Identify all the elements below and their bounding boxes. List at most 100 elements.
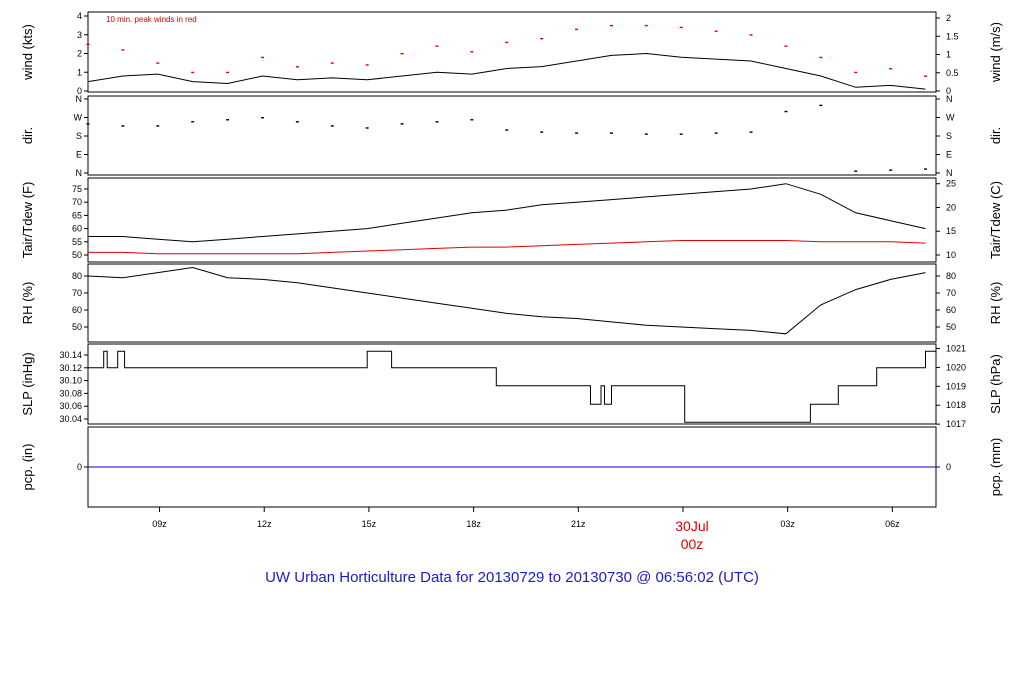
rh-ytick-right-label: 70 [946,288,956,298]
x-tick-label: 18z [466,519,481,529]
wind-point [609,24,613,27]
dir-point [191,121,195,123]
dir-point [435,121,439,123]
pcp-ylabel-right: pcp. (mm) [988,438,1003,497]
wind-annotation: 10 min. peak winds in red [106,15,197,24]
wind-point [644,24,648,27]
dir-point [505,129,509,131]
dir-ytick-right-label: N [946,168,953,178]
temp-ylabel-right: Tair/Tdew (C) [988,181,1003,259]
slp-ytick-right-label: 1018 [946,400,966,410]
temp-ytick-label: 65 [72,210,82,220]
slp-frame [87,343,937,425]
slp-panel: 30.04 30.06 30.08 30.10 30.12 30.14 1017 1018 10… [20,343,1003,429]
slp-ytick-right-label: 1021 [946,344,966,354]
rh-panel: 50 60 70 80 50 60 70 80 RH (%) RH (%) [20,263,1003,343]
wind-point [400,53,404,55]
dir-ytick-right-label: N [946,94,953,104]
slp-ytick-right-label: 1017 [946,419,966,429]
rh-ylabel: RH (%) [20,282,35,325]
wind-point [330,62,334,64]
x-tick-label: 15z [362,519,377,529]
rh-ytick-label: 50 [72,322,82,332]
wind-point [679,26,683,29]
temp-ytick-right-label: 20 [946,202,956,212]
temp-panel: 50 55 60 65 70 75 10 15 20 25 Tair/Tdew (F) Tair/Td… [20,177,1003,263]
slp-ytick-label: 30.14 [59,350,82,360]
date-tick-label: 30Jul [675,518,708,534]
wind-ylabel: wind (kts) [20,24,35,81]
dir-point [540,131,544,133]
dir-point [86,123,90,125]
wind-ytick-right-label: 2 [946,13,951,23]
dir-ytick-right-label: E [946,150,952,160]
wind-point [540,38,544,40]
temp-ytick-right-label: 25 [946,179,956,189]
dir-point [644,133,648,135]
rh-ylabel-right: RH (%) [988,282,1003,325]
panels-layer: 0 1 2 3 4 0 0.5 1 1.5 2 wind (kts) wind (m/s) 10 min… [20,11,1003,508]
wind-ytick-right-label: 1 [946,50,951,60]
rh-series-line [87,266,926,335]
dir-point [784,110,788,113]
dir-point [226,119,230,121]
dir-ytick-label: S [76,131,82,141]
wind-ylabel-right: wind (m/s) [988,22,1003,83]
dir-ylabel-right: dir. [988,127,1003,144]
x-tick-label: 12z [257,519,272,529]
dir-point [924,168,928,170]
wind-point [260,56,264,59]
rh-ytick-label: 60 [72,305,82,315]
dir-point [889,169,893,171]
rh-ytick-right-label: 80 [946,271,956,281]
slp-ytick-label: 30.10 [59,376,82,386]
wind-frame [87,11,937,93]
dir-ylabel: dir. [20,127,35,144]
wind-point [889,68,893,70]
dir-ytick-right-label: W [946,113,955,123]
temp-ylabel: Tair/Tdew (F) [20,182,35,259]
temp-ytick-label: 70 [72,197,82,207]
dir-ytick-label: W [74,113,83,123]
x-tick-label: 03z [780,519,795,529]
slp-series-line [88,350,936,423]
dir-ytick-label: N [76,168,83,178]
slp-ytick-label: 30.06 [59,401,82,411]
x-tick-label: 06z [885,519,900,529]
wind-point [714,30,718,32]
wind-ytick-label: 0 [77,86,82,96]
wind-point [226,71,230,74]
x-tick-label: 21z [571,519,586,529]
wind-point [365,64,369,66]
slp-ytick-label: 30.08 [59,388,82,398]
temp-ytick-label: 50 [72,250,82,260]
dir-point [330,125,334,127]
dir-point [365,127,369,129]
dir-point [575,132,579,134]
wind-panel: 0 1 2 3 4 0 0.5 1 1.5 2 wind (kts) wind (m/s) 10 min… [20,11,1003,96]
dir-point [854,170,858,172]
wind-ytick-label: 3 [77,30,82,40]
pcp-panel: 0 0 pcp. (in) pcp. (mm) [20,426,1003,508]
dir-frame [87,95,937,176]
wind-point [121,49,125,51]
wind-point [191,71,195,74]
temp-ytick-right-label: 10 [946,250,956,260]
temp-ytick-label: 55 [72,237,82,247]
wind-ytick-label: 1 [77,67,82,77]
wind-ytick-right-label: 1.5 [946,31,959,41]
wind-ytick-label: 2 [77,49,82,59]
dir-point [819,104,823,107]
rh-ytick-label: 70 [72,288,82,298]
dir-ytick-right-label: S [946,131,952,141]
rh-ytick-label: 80 [72,271,82,281]
wind-point [295,66,299,68]
dir-point [749,131,753,133]
x-axis: 30Jul 00z 09z 12z 15z 18z 21z 03z 06z [152,507,900,552]
wind-point [470,51,474,53]
dir-point [295,121,299,123]
dir-point [156,125,160,127]
wind-ytick-right-label: 0.5 [946,68,959,78]
